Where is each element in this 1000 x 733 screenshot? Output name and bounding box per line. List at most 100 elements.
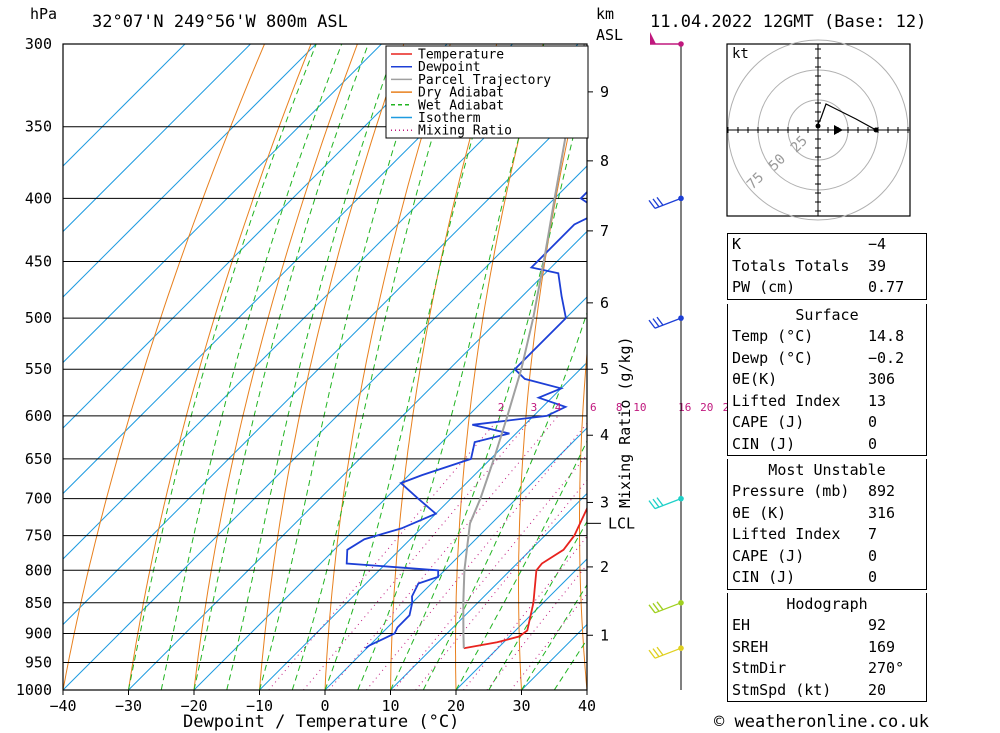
- isotherm-line: [63, 44, 448, 429]
- wind-barb-shaft: [654, 602, 682, 614]
- mixing-ratio-line: [268, 415, 502, 690]
- index-section-title: Surface: [795, 306, 859, 324]
- index-value: 20: [868, 680, 887, 699]
- dry-adiabat-line: [518, 52, 587, 690]
- km-tick-label: 4: [600, 426, 609, 444]
- x-tick-label: 40: [578, 697, 596, 715]
- mixing-ratio-line: [393, 454, 587, 690]
- index-value: 14.8: [868, 327, 905, 345]
- index-row: Lifted Index 7: [728, 524, 926, 546]
- x-tick-label: 10: [381, 697, 399, 715]
- km-tick-label: 2: [600, 558, 609, 576]
- series-temperature-line: [463, 506, 587, 650]
- wet-adiabat-line: [226, 44, 398, 690]
- wind-profile: [648, 32, 684, 690]
- legend-entry-label: Mixing Ratio: [418, 124, 512, 139]
- isotherm-line: [259, 361, 587, 690]
- legend-entry-label: Dry Adiabat: [418, 86, 504, 101]
- wind-barb-feather: [648, 649, 656, 659]
- index-value: 0: [868, 568, 878, 586]
- wind-barb-feather: [652, 318, 660, 327]
- index-label: θE(K): [732, 370, 778, 388]
- storm-motion-arrow: [834, 125, 843, 135]
- km-tick-label: 8: [600, 152, 609, 170]
- dry-adiabat-line: [455, 44, 544, 690]
- mixing-ratio-line: [328, 415, 559, 690]
- index-value: 0: [868, 434, 878, 453]
- index-label: Dewp (°C): [732, 348, 814, 367]
- index-row: Temp (°C) 14.8: [728, 326, 926, 348]
- dry-adiabat-line: [63, 44, 265, 690]
- index-value: 892: [868, 482, 896, 500]
- index-label: CAPE (J): [732, 413, 805, 431]
- legend-entry-label: Dewpoint: [418, 60, 481, 75]
- index-row: CAPE (J) 0: [728, 412, 926, 434]
- km-tick-label: 7: [600, 222, 609, 240]
- pressure-tick-label: 400: [25, 189, 52, 207]
- isotherm-line: [63, 44, 382, 364]
- lcl-label: LCL: [608, 514, 635, 532]
- index-label: EH: [732, 616, 751, 634]
- isotherm-line: [63, 44, 513, 495]
- isotherm-line: [63, 44, 317, 298]
- mixing-ratio-value-label: 10: [633, 401, 646, 414]
- km-tick-label: 1: [600, 626, 609, 644]
- mixing-ratio-value-label: 8: [616, 401, 623, 414]
- index-row: Dewp (°C) −0.2: [728, 348, 926, 370]
- pressure-tick-label: 850: [25, 594, 52, 612]
- km-tick-label: 6: [600, 294, 609, 312]
- index-section-title: Hodograph: [786, 595, 868, 613]
- axes: 3003504004505005506006507007508008509009…: [16, 35, 635, 715]
- wind-barb-feather: [656, 316, 664, 326]
- wind-barb-feather: [648, 604, 656, 614]
- dry-adiabat-line: [639, 44, 683, 690]
- mixing-ratio-axis-label: Mixing Ratio (g/kg): [616, 336, 634, 508]
- wet-adiabat-line: [259, 44, 428, 690]
- index-value: −4: [868, 235, 887, 253]
- wind-barb-shaft: [654, 317, 682, 329]
- index-row: Totals Totals 39: [728, 256, 926, 278]
- pressure-tick-label: 350: [25, 118, 52, 136]
- x-tick-label: −40: [49, 697, 76, 715]
- index-row: Pressure (mb) 892: [728, 481, 926, 503]
- wind-barb-feather: [656, 497, 664, 507]
- x-tick-label: −30: [115, 697, 142, 715]
- pressure-tick-label: 700: [25, 490, 52, 508]
- hodograph-unit-label: kt: [732, 46, 749, 62]
- index-value: 0: [868, 546, 878, 565]
- index-label: CIN (J): [732, 434, 796, 453]
- mixing-ratio-value-label: 4: [555, 401, 562, 414]
- index-label: Lifted Index: [732, 525, 841, 543]
- wind-barb-feather: [652, 602, 660, 612]
- wind-barb-pennant: [650, 32, 656, 44]
- mixing-ratio-value-label: 3: [531, 401, 538, 414]
- mixing-ratio-value-label: 2: [498, 401, 505, 414]
- legend-entry-label: Wet Adiabat: [418, 98, 504, 113]
- km-tick-label: 9: [600, 83, 609, 101]
- wind-barb-feather: [656, 646, 664, 656]
- index-value: 306: [868, 370, 896, 388]
- wet-adiabat-line: [291, 44, 462, 690]
- index-value: 39: [868, 256, 887, 275]
- index-value: 169: [868, 637, 896, 656]
- pressure-tick-label: 450: [25, 253, 52, 271]
- isotherm-line: [63, 44, 251, 233]
- isotherm-line: [324, 427, 587, 690]
- km-label: km: [596, 5, 614, 23]
- index-value: −0.2: [868, 348, 905, 367]
- index-label: θE (K): [732, 503, 787, 522]
- wind-barb-feather: [648, 319, 656, 329]
- km-tick-label: 5: [600, 360, 609, 378]
- legend-entry-label: Parcel Trajectory: [418, 73, 551, 88]
- pressure-tick-label: 750: [25, 527, 52, 545]
- wind-barb-shaft: [654, 197, 682, 209]
- index-row: CIN (J) 0: [728, 434, 926, 456]
- pressure-tick-label: 900: [25, 625, 52, 643]
- mixing-ratio-line: [303, 415, 535, 690]
- legend-box: [385, 45, 589, 139]
- index-row: PW (cm) 0.77: [728, 277, 926, 299]
- pressure-tick-label: 650: [25, 450, 52, 468]
- surface-panel: Surface Temp (°C) 14.8 Dewp (°C) −0.2 θE(K) 30…: [727, 304, 927, 456]
- wind-barb-feather: [652, 648, 660, 658]
